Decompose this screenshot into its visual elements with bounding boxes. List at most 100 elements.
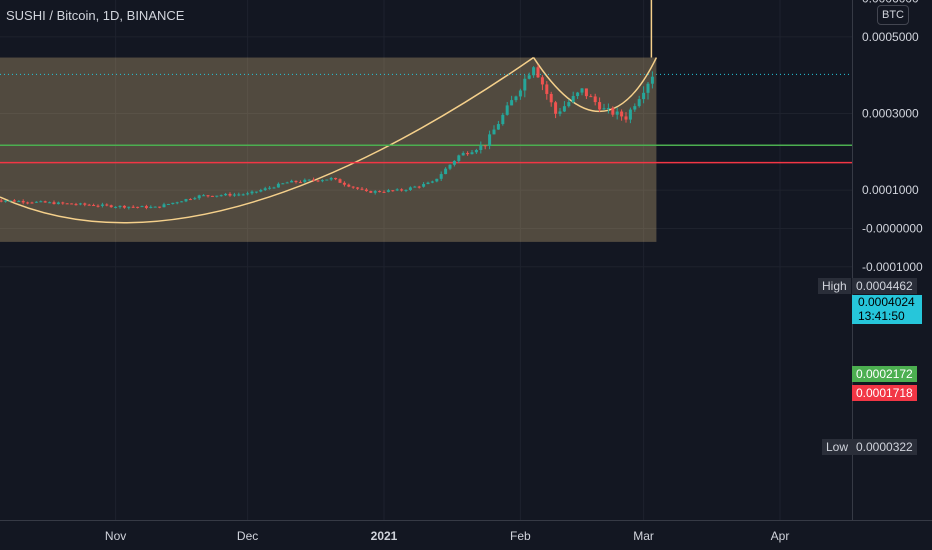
candle bbox=[351, 186, 355, 189]
candle bbox=[576, 91, 580, 99]
candle bbox=[312, 177, 316, 182]
time-axis-label: 2021 bbox=[371, 529, 398, 543]
candle bbox=[549, 91, 553, 107]
price-axis-label: -0.0001000 bbox=[862, 260, 923, 274]
candle bbox=[342, 181, 346, 187]
candle bbox=[589, 94, 593, 98]
chart-title: SUSHI / Bitcoin, 1D, BINANCE bbox=[6, 8, 185, 23]
candle bbox=[435, 178, 439, 183]
candle bbox=[171, 202, 175, 205]
candle bbox=[307, 179, 311, 181]
candle bbox=[175, 201, 179, 205]
candle bbox=[87, 203, 91, 206]
candle bbox=[303, 178, 307, 184]
price-axis-label: 0.0006000 bbox=[862, 0, 919, 6]
candle bbox=[364, 188, 368, 192]
time-axis-label: Dec bbox=[237, 529, 258, 543]
candle bbox=[105, 203, 109, 207]
target-arrow[interactable] bbox=[646, 0, 656, 58]
candle bbox=[206, 195, 210, 198]
low-label: Low bbox=[822, 439, 853, 455]
candle bbox=[268, 186, 272, 190]
candle bbox=[470, 149, 474, 155]
candle bbox=[17, 200, 21, 203]
candle bbox=[294, 180, 298, 184]
candle bbox=[100, 202, 104, 208]
candle bbox=[505, 101, 509, 116]
currency-button[interactable]: BTC bbox=[877, 5, 909, 25]
candle bbox=[259, 188, 263, 193]
candle bbox=[83, 202, 87, 207]
candle bbox=[162, 202, 166, 208]
candle bbox=[144, 204, 148, 210]
candle bbox=[452, 160, 456, 167]
candle bbox=[224, 192, 228, 196]
candle bbox=[382, 190, 386, 194]
candle bbox=[193, 196, 197, 200]
candle bbox=[413, 185, 417, 188]
candle bbox=[404, 189, 408, 193]
candle bbox=[408, 186, 412, 191]
candle bbox=[461, 151, 465, 156]
candle bbox=[109, 204, 113, 208]
candle bbox=[593, 93, 597, 106]
candle bbox=[158, 206, 162, 209]
candle bbox=[0, 198, 3, 203]
candle bbox=[444, 167, 448, 175]
green-level-tag: 0.0002172 bbox=[852, 366, 917, 382]
candle bbox=[329, 176, 333, 181]
candle bbox=[30, 201, 34, 204]
candle bbox=[246, 191, 250, 196]
time-axis-label: Nov bbox=[105, 529, 126, 543]
candle bbox=[118, 205, 122, 209]
candle bbox=[166, 203, 170, 205]
candle bbox=[532, 66, 536, 78]
candle bbox=[180, 201, 184, 203]
candle bbox=[320, 179, 324, 183]
candle bbox=[417, 185, 421, 189]
candle bbox=[70, 203, 74, 205]
candle bbox=[602, 103, 606, 110]
candle bbox=[127, 206, 131, 210]
candle bbox=[197, 194, 201, 200]
candle bbox=[554, 100, 558, 119]
candle bbox=[527, 72, 531, 80]
candle bbox=[611, 106, 615, 117]
candle bbox=[567, 99, 571, 108]
candle bbox=[426, 181, 430, 185]
candle bbox=[650, 71, 654, 89]
candle bbox=[523, 74, 527, 98]
candle bbox=[8, 200, 12, 202]
candle bbox=[571, 91, 575, 104]
candle bbox=[373, 190, 377, 195]
candle bbox=[488, 130, 492, 150]
candle bbox=[378, 190, 382, 193]
candle bbox=[518, 88, 522, 100]
candle bbox=[584, 88, 588, 100]
candle bbox=[483, 145, 487, 150]
candle bbox=[598, 97, 602, 112]
candle bbox=[369, 190, 373, 194]
price-axis[interactable]: 0.00110000.00100000.00090000.00080000.00… bbox=[862, 0, 923, 274]
candle bbox=[263, 186, 267, 191]
candle bbox=[422, 182, 426, 188]
candle bbox=[188, 198, 192, 201]
candle bbox=[615, 107, 619, 120]
candle bbox=[250, 190, 254, 195]
candle bbox=[285, 181, 289, 184]
low-value-tag: 0.0000322 bbox=[852, 439, 917, 455]
candle bbox=[52, 200, 56, 205]
candle bbox=[136, 206, 140, 209]
candle bbox=[514, 95, 518, 103]
candle bbox=[395, 188, 399, 192]
candle bbox=[316, 180, 320, 183]
candle bbox=[65, 203, 69, 205]
candle bbox=[92, 203, 96, 207]
candle bbox=[39, 200, 43, 203]
high-value-tag: 0.0004462 bbox=[852, 278, 917, 294]
candle bbox=[281, 182, 285, 185]
candle bbox=[202, 194, 206, 197]
time-axis[interactable]: Nov Dec 2021 Feb Mar Apr bbox=[105, 529, 789, 543]
candle bbox=[391, 189, 395, 192]
